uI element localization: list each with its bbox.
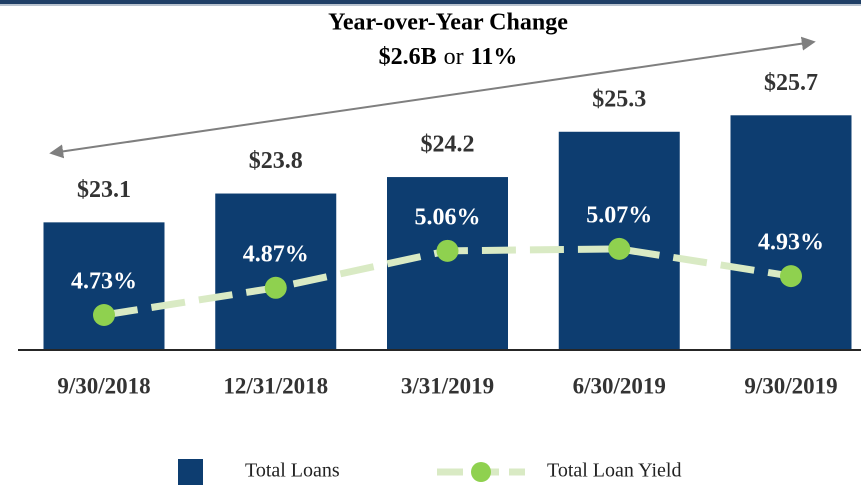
x-tick-label: 3/31/2019	[401, 373, 494, 398]
legend-swatch	[178, 459, 203, 485]
bar	[215, 193, 337, 350]
bar-value-label: $23.8	[249, 148, 303, 174]
yield-marker	[608, 237, 631, 260]
subtitle-part: or	[444, 44, 464, 70]
yield-marker	[436, 239, 459, 262]
top-border-shadow	[0, 4, 861, 6]
bar-value-label: $23.1	[77, 177, 131, 203]
yield-marker	[93, 304, 115, 326]
legend-label: Total Loan Yield	[547, 460, 682, 482]
x-tick-label: 12/31/2018	[223, 373, 328, 398]
top-border	[0, 0, 861, 4]
bar	[387, 177, 508, 350]
yield-value-label: 5.07%	[586, 202, 652, 228]
subtitle-part: $2.6B	[379, 44, 437, 70]
yield-marker	[264, 276, 287, 299]
subtitle-part: 11%	[471, 44, 518, 70]
bar	[730, 115, 852, 350]
legend-marker	[471, 462, 491, 482]
bar	[43, 222, 165, 350]
bar-value-label: $25.3	[592, 86, 646, 112]
change-arrow	[49, 36, 816, 159]
bar-value-label: $24.2	[421, 132, 475, 158]
chart-title: Year-over-Year Change	[328, 10, 568, 36]
x-tick-label: 9/30/2019	[744, 373, 837, 398]
yield-marker	[780, 265, 802, 288]
yield-value-label: 4.87%	[243, 241, 309, 267]
yield-value-label: 4.93%	[758, 230, 824, 256]
chart-subtitle: $2.6B or 11%	[379, 44, 518, 70]
yield-value-label: 5.06%	[415, 204, 481, 230]
bar-value-label: $25.7	[764, 70, 818, 96]
x-tick-label: 9/30/2018	[57, 373, 150, 398]
yield-value-label: 4.73%	[71, 269, 137, 295]
x-tick-label: 6/30/2019	[573, 373, 666, 398]
legend-label: Total Loans	[245, 460, 340, 482]
